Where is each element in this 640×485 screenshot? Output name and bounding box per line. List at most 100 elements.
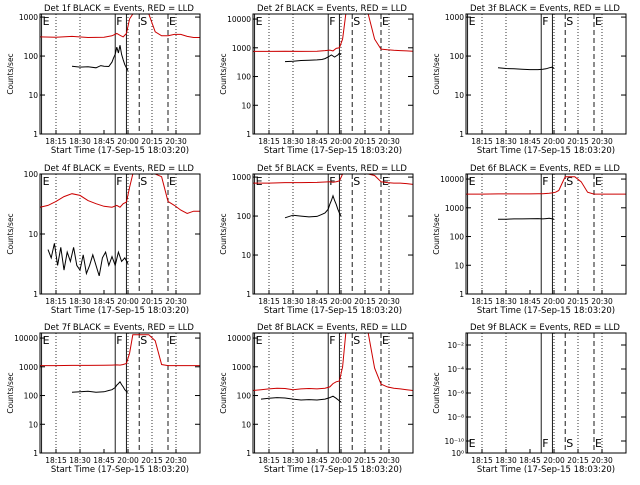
y-tick-label: 10000 xyxy=(440,175,464,184)
panel-title: Det 9f BLACK = Events, RED = LLD xyxy=(470,323,620,333)
x-tick-label: 20:30 xyxy=(165,297,187,306)
y-tick-label: 10 xyxy=(28,420,38,429)
y-tick-label: 10 xyxy=(28,230,38,239)
series-events-line xyxy=(498,217,555,220)
y-tick-label: 1 xyxy=(459,290,464,299)
x-tick-label: 20:00 xyxy=(117,297,139,306)
x-tick-label: 20:15 xyxy=(354,137,376,146)
y-tick-label: 10 xyxy=(241,420,251,429)
x-tick-label: 20:00 xyxy=(543,297,565,306)
x-tick-label: 20:00 xyxy=(330,456,352,465)
y-tick-label: 1000 xyxy=(445,204,464,213)
y-tick-label: 1 xyxy=(33,449,38,458)
y-tick-label: 1000 xyxy=(232,173,251,182)
marker-label: S xyxy=(140,15,147,28)
x-tick-label: 20:15 xyxy=(141,297,163,306)
marker-label: F xyxy=(329,334,335,347)
y-tick-label: 1000 xyxy=(19,363,38,372)
y-tick-label: 10 xyxy=(454,91,464,100)
y-tick-label: 10⁰ xyxy=(451,449,464,458)
x-tick-label: 18:30 xyxy=(69,297,91,306)
marker-label: E xyxy=(43,175,50,188)
marker-label: F xyxy=(542,15,548,28)
x-tick-label: 18:15 xyxy=(258,297,280,306)
y-tick-label: 1 xyxy=(246,449,251,458)
series-lld-line xyxy=(252,332,414,391)
marker-label: S xyxy=(140,175,147,188)
marker-label: E xyxy=(43,15,50,28)
series-events-line xyxy=(284,194,342,219)
x-axis-label: Start Time (17-Sep-15 18:03:20) xyxy=(51,146,189,156)
series-events-line xyxy=(284,52,342,63)
y-tick-label: 100 xyxy=(24,170,39,179)
series-lld-line xyxy=(466,176,626,195)
y-tick-label: 10000 xyxy=(227,334,251,343)
panel-title: Det 2f BLACK = Events, RED = LLD xyxy=(257,4,407,14)
x-tick-label: 20:00 xyxy=(330,297,352,306)
x-tick-label: 18:15 xyxy=(258,456,280,465)
x-tick-label: 18:45 xyxy=(306,137,328,146)
series-events-line xyxy=(260,395,342,403)
x-tick-label: 18:30 xyxy=(495,456,517,465)
marker-label: E xyxy=(382,175,389,188)
marker-label: E xyxy=(469,437,476,450)
x-tick-label: 20:30 xyxy=(591,137,613,146)
x-axis-label: Start Time (17-Sep-15 18:03:20) xyxy=(264,465,402,475)
marker-label: F xyxy=(542,175,548,188)
series-events-line xyxy=(71,380,129,393)
x-tick-label: 20:30 xyxy=(165,456,187,465)
y-tick-label: 10⁻⁴ xyxy=(447,365,464,374)
marker-label: E xyxy=(169,15,176,28)
x-tick-label: 18:30 xyxy=(282,456,304,465)
panel-title: Det 3f BLACK = Events, RED = LLD xyxy=(470,4,620,14)
y-axis-label: Counts/sec xyxy=(219,372,228,413)
marker-label: F xyxy=(329,15,335,28)
y-tick-label: 100 xyxy=(450,233,465,242)
y-tick-label: 10⁻⁶ xyxy=(447,389,464,398)
plot-frame xyxy=(39,13,201,135)
series-lld-line xyxy=(40,334,200,367)
x-tick-label: 20:15 xyxy=(567,137,589,146)
marker-label: F xyxy=(116,334,122,347)
x-tick-label: 20:00 xyxy=(117,137,139,146)
marker-label: E xyxy=(595,175,602,188)
y-tick-label: 1000 xyxy=(232,363,251,372)
marker-label: S xyxy=(566,15,573,28)
y-tick-label: 10000 xyxy=(14,334,38,343)
x-tick-label: 18:45 xyxy=(93,297,115,306)
x-tick-label: 20:30 xyxy=(591,456,613,465)
x-axis-label: Start Time (17-Sep-15 18:03:20) xyxy=(477,146,615,156)
y-tick-label: 100 xyxy=(24,52,39,61)
x-axis-label: Start Time (17-Sep-15 18:03:20) xyxy=(51,465,189,475)
marker-label: S xyxy=(353,334,360,347)
series-events-line xyxy=(497,66,555,71)
marker-label: E xyxy=(256,175,263,188)
y-tick-label: 1000 xyxy=(19,13,38,22)
marker-label: S xyxy=(566,175,573,188)
x-tick-label: 20:30 xyxy=(378,456,400,465)
series-lld-line xyxy=(39,173,200,215)
panel-det-9: Det 9f BLACK = Events, RED = LLD E F S E 10⁻¹… xyxy=(432,323,627,475)
marker-label: S xyxy=(140,334,147,347)
y-tick-label: 100 xyxy=(237,73,252,82)
x-tick-label: 18:45 xyxy=(93,456,115,465)
y-tick-label: 10 xyxy=(241,101,251,110)
y-axis-label: Counts/sec xyxy=(219,53,228,94)
marker-label: E xyxy=(256,334,263,347)
marker-label: S xyxy=(566,437,573,450)
marker-label: E xyxy=(469,175,476,188)
plot-frame xyxy=(252,332,414,454)
marker-label: E xyxy=(382,334,389,347)
plot-frame xyxy=(252,173,414,295)
x-tick-label: 18:15 xyxy=(45,297,67,306)
marker-label: F xyxy=(542,437,548,450)
x-tick-label: 20:15 xyxy=(354,297,376,306)
y-axis-label: Counts/sec xyxy=(6,372,15,413)
marker-label: E xyxy=(595,15,602,28)
